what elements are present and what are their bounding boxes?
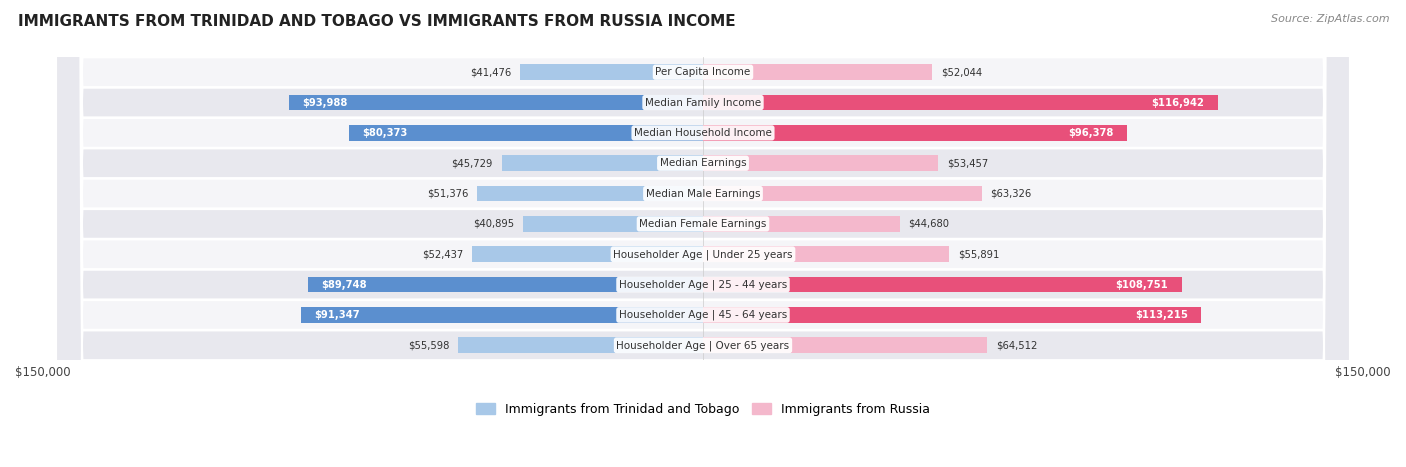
Bar bbox=[703, 277, 1181, 292]
Text: $116,942: $116,942 bbox=[1152, 98, 1205, 107]
Text: $108,751: $108,751 bbox=[1116, 280, 1168, 290]
FancyBboxPatch shape bbox=[56, 0, 1350, 467]
Bar bbox=[703, 156, 938, 171]
Text: Householder Age | Over 65 years: Householder Age | Over 65 years bbox=[616, 340, 790, 351]
Bar bbox=[477, 186, 703, 201]
FancyBboxPatch shape bbox=[56, 0, 1350, 467]
Text: $93,988: $93,988 bbox=[302, 98, 347, 107]
FancyBboxPatch shape bbox=[56, 0, 1350, 467]
Text: $91,347: $91,347 bbox=[314, 310, 360, 320]
Bar bbox=[308, 277, 703, 292]
Text: $41,476: $41,476 bbox=[471, 67, 512, 77]
Text: $113,215: $113,215 bbox=[1135, 310, 1188, 320]
Bar bbox=[301, 307, 703, 323]
Bar bbox=[703, 307, 1201, 323]
Bar bbox=[472, 247, 703, 262]
Text: Householder Age | Under 25 years: Householder Age | Under 25 years bbox=[613, 249, 793, 260]
Text: Median Family Income: Median Family Income bbox=[645, 98, 761, 107]
Bar bbox=[290, 95, 703, 110]
FancyBboxPatch shape bbox=[56, 0, 1350, 467]
Bar bbox=[703, 95, 1218, 110]
Text: Householder Age | 45 - 64 years: Householder Age | 45 - 64 years bbox=[619, 310, 787, 320]
Legend: Immigrants from Trinidad and Tobago, Immigrants from Russia: Immigrants from Trinidad and Tobago, Imm… bbox=[471, 398, 935, 421]
Text: $96,378: $96,378 bbox=[1069, 128, 1114, 138]
FancyBboxPatch shape bbox=[56, 0, 1350, 467]
Text: $45,729: $45,729 bbox=[451, 158, 494, 168]
Text: Median Earnings: Median Earnings bbox=[659, 158, 747, 168]
Text: $55,598: $55,598 bbox=[408, 340, 450, 350]
FancyBboxPatch shape bbox=[56, 0, 1350, 467]
Text: Source: ZipAtlas.com: Source: ZipAtlas.com bbox=[1271, 14, 1389, 24]
Text: IMMIGRANTS FROM TRINIDAD AND TOBAGO VS IMMIGRANTS FROM RUSSIA INCOME: IMMIGRANTS FROM TRINIDAD AND TOBAGO VS I… bbox=[18, 14, 735, 29]
Text: $63,326: $63,326 bbox=[990, 189, 1032, 198]
FancyBboxPatch shape bbox=[56, 0, 1350, 467]
FancyBboxPatch shape bbox=[56, 0, 1350, 467]
Bar bbox=[349, 125, 703, 141]
FancyBboxPatch shape bbox=[56, 0, 1350, 467]
Text: Householder Age | 25 - 44 years: Householder Age | 25 - 44 years bbox=[619, 279, 787, 290]
Text: $52,044: $52,044 bbox=[941, 67, 981, 77]
FancyBboxPatch shape bbox=[56, 0, 1350, 467]
Text: $80,373: $80,373 bbox=[363, 128, 408, 138]
Text: $55,891: $55,891 bbox=[957, 249, 1000, 259]
Text: Median Female Earnings: Median Female Earnings bbox=[640, 219, 766, 229]
Text: $51,376: $51,376 bbox=[426, 189, 468, 198]
Text: $44,680: $44,680 bbox=[908, 219, 949, 229]
Bar bbox=[458, 337, 703, 353]
Text: Median Male Earnings: Median Male Earnings bbox=[645, 189, 761, 198]
Bar bbox=[523, 216, 703, 232]
Text: $40,895: $40,895 bbox=[472, 219, 515, 229]
Bar bbox=[703, 247, 949, 262]
Bar bbox=[703, 64, 932, 80]
Text: Median Household Income: Median Household Income bbox=[634, 128, 772, 138]
Bar bbox=[502, 156, 703, 171]
Text: $52,437: $52,437 bbox=[422, 249, 464, 259]
Text: $89,748: $89,748 bbox=[321, 280, 367, 290]
Bar bbox=[703, 186, 981, 201]
Bar bbox=[703, 337, 987, 353]
Bar bbox=[520, 64, 703, 80]
Bar bbox=[703, 125, 1128, 141]
Text: Per Capita Income: Per Capita Income bbox=[655, 67, 751, 77]
Bar bbox=[703, 216, 900, 232]
Text: $53,457: $53,457 bbox=[948, 158, 988, 168]
Text: $64,512: $64,512 bbox=[995, 340, 1038, 350]
